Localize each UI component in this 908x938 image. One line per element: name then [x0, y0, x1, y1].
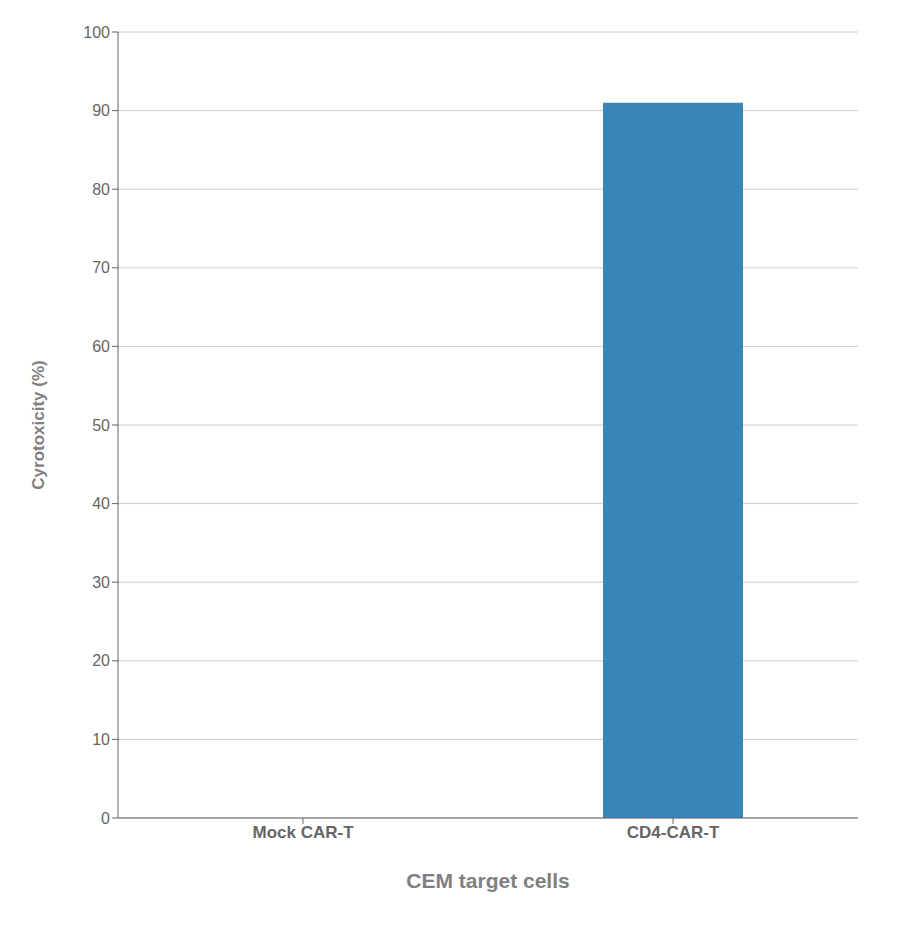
svg-text:Mock CAR-T: Mock CAR-T: [252, 823, 354, 842]
svg-text:50: 50: [92, 417, 110, 434]
svg-text:30: 30: [92, 574, 110, 591]
svg-text:100: 100: [83, 24, 110, 41]
svg-text:CEM target cells: CEM target cells: [406, 869, 569, 892]
svg-text:10: 10: [92, 731, 110, 748]
svg-text:80: 80: [92, 181, 110, 198]
svg-text:20: 20: [92, 652, 110, 669]
svg-text:CD4-CAR-T: CD4-CAR-T: [627, 823, 720, 842]
svg-text:70: 70: [92, 259, 110, 276]
svg-text:90: 90: [92, 102, 110, 119]
svg-text:0: 0: [101, 810, 110, 827]
svg-text:Cyrotoxicity (%): Cyrotoxicity (%): [29, 360, 48, 489]
svg-text:60: 60: [92, 338, 110, 355]
svg-text:40: 40: [92, 495, 110, 512]
